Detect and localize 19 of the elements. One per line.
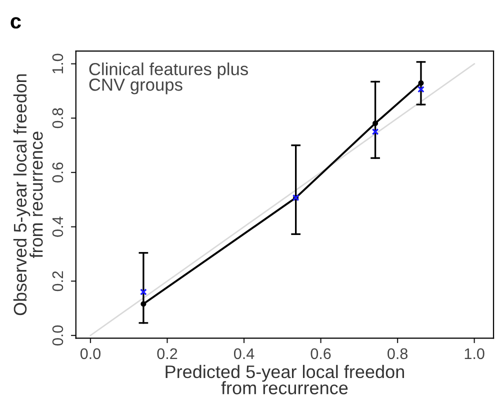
point bbox=[372, 128, 379, 136]
x-tick-label: 0.0 bbox=[80, 348, 100, 360]
x-tick-label: 0.6 bbox=[310, 348, 331, 360]
y-tick-label: 1.0 bbox=[52, 54, 64, 74]
point bbox=[418, 86, 424, 93]
annotation: Clinical features plus CNV groups bbox=[89, 62, 248, 94]
point bbox=[140, 288, 147, 296]
x-tick-label: 0.8 bbox=[388, 348, 408, 360]
x-axis-title: Predicted 5-year local freedon from recurrence bbox=[166, 364, 404, 394]
text: c bbox=[10, 17, 21, 29]
y-tick-label: 0.0 bbox=[52, 325, 64, 346]
y-tick-label: 0.8 bbox=[52, 108, 64, 128]
x-tick-label: 0.2 bbox=[157, 348, 178, 360]
y-tick-label: 0.2 bbox=[52, 271, 64, 292]
y-tick-label: 0.4 bbox=[52, 216, 64, 237]
y-tick-label: 0.6 bbox=[52, 162, 64, 182]
y-axis-title: Observed 5-year local freedon from recurrence bbox=[13, 74, 43, 316]
x-tick-label: 0.4 bbox=[234, 348, 254, 360]
x-tick-label: 1.0 bbox=[464, 348, 484, 360]
